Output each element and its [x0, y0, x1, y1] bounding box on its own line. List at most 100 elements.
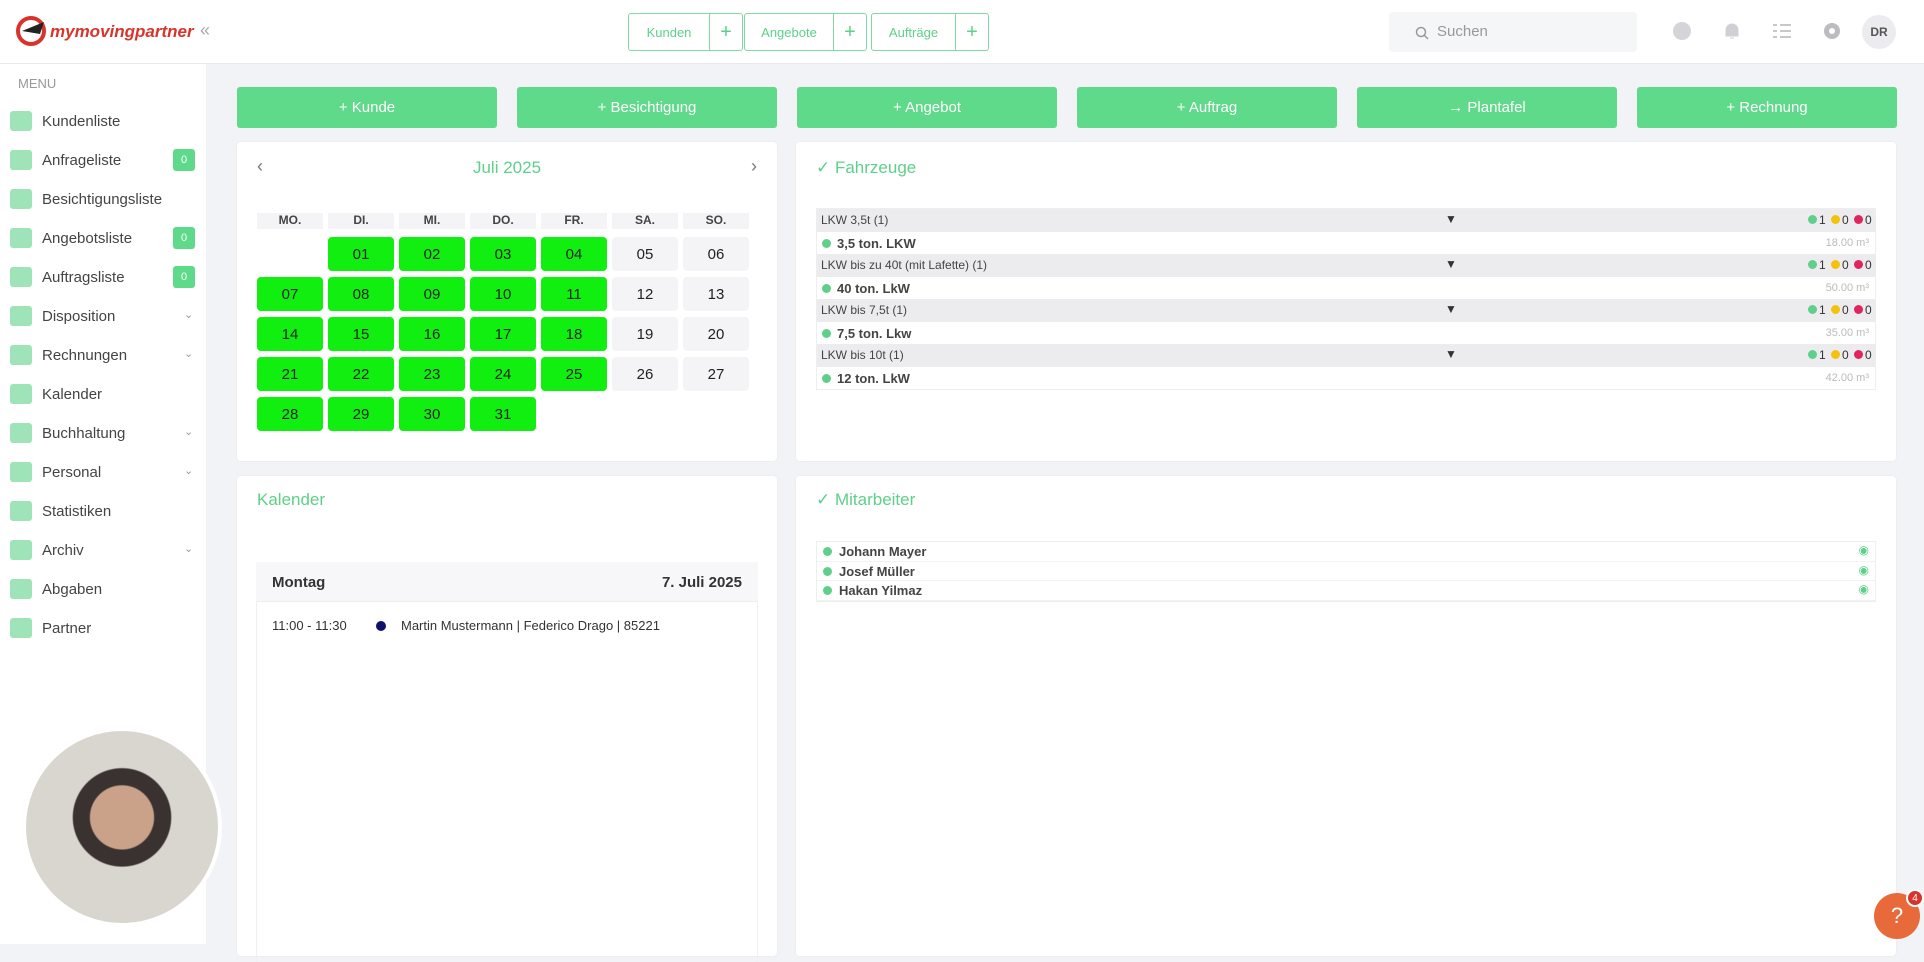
menu-label[interactable]: Statistiken [42, 503, 112, 520]
menu-label[interactable]: Partner [42, 620, 92, 637]
menu-icon [10, 306, 32, 326]
user-avatar[interactable]: DR [1862, 15, 1896, 49]
action-button[interactable]: → Plantafel [1357, 87, 1617, 128]
employee-name[interactable]: Johann Mayer [839, 544, 927, 559]
status-dot [1831, 350, 1840, 359]
calendar-day[interactable]: 29 [328, 397, 394, 431]
status-count: 0 [1865, 258, 1872, 272]
tab-label[interactable]: Angebote [745, 14, 834, 50]
settings-icon[interactable] [1821, 20, 1843, 42]
group-toggle[interactable]: ▼ [1445, 347, 1457, 361]
calendar-day[interactable]: 10 [470, 277, 536, 311]
menu-label[interactable]: Besichtigungsliste [42, 191, 163, 208]
next-month[interactable]: › [751, 156, 757, 176]
calendar-day[interactable]: 06 [683, 237, 749, 271]
calendar-day[interactable]: 30 [399, 397, 465, 431]
menu-icon [10, 384, 32, 404]
calendar-day[interactable]: 01 [328, 237, 394, 271]
calendar-day[interactable]: 24 [470, 357, 536, 391]
menu-label[interactable]: Angebotsliste [42, 230, 133, 247]
calendar-day[interactable]: 17 [470, 317, 536, 351]
menu-label[interactable]: Kundenliste [42, 113, 121, 130]
menu-label[interactable]: Archiv [42, 542, 84, 559]
calendar-day[interactable]: 07 [257, 277, 323, 311]
calendar-day[interactable]: 21 [257, 357, 323, 391]
nav-tab[interactable]: Kunden + [628, 13, 743, 51]
help-button[interactable]: ? 4 [1874, 889, 1924, 939]
calendar-day[interactable]: 20 [683, 317, 749, 351]
employee-name[interactable]: Hakan Yilmaz [839, 583, 923, 598]
menu-label[interactable]: Buchhaltung [42, 425, 126, 442]
calendar-day[interactable]: 25 [541, 357, 607, 391]
action-button[interactable]: + Besichtigung [517, 87, 777, 128]
calendar-day[interactable]: 23 [399, 357, 465, 391]
action-button[interactable]: + Angebot [797, 87, 1057, 128]
calendar-day[interactable]: 12 [612, 277, 678, 311]
group-toggle[interactable]: ▼ [1445, 212, 1457, 226]
calendar-day[interactable]: 09 [399, 277, 465, 311]
view-icon[interactable]: ◉ [1858, 562, 1869, 577]
calendar-day[interactable]: 03 [470, 237, 536, 271]
help-icon[interactable] [1673, 22, 1691, 40]
action-button[interactable]: + Kunde [237, 87, 497, 128]
menu-label[interactable]: Auftragsliste [42, 269, 125, 286]
weekday: MO. [257, 213, 323, 229]
calendar-day[interactable]: 22 [328, 357, 394, 391]
employees-card: ✓ Mitarbeiter Johann Mayer ◉ Josef Müller ◉… [796, 476, 1896, 956]
calendar-day[interactable]: 05 [612, 237, 678, 271]
tab-label[interactable]: Aufträge [872, 14, 956, 50]
employees-table: Johann Mayer ◉ Josef Müller ◉ Hakan Yilmaz ◉ [816, 541, 1876, 602]
calendar-day[interactable]: 14 [257, 317, 323, 351]
nav-tab[interactable]: Angebote + [744, 13, 867, 51]
calendar-day[interactable]: 04 [541, 237, 607, 271]
group-toggle[interactable]: ▼ [1445, 257, 1457, 271]
group-name: LKW bis zu 40t (mit Lafette) (1) [821, 258, 988, 272]
vehicle-group: LKW bis 10t (1) ▼ 1 0 0 [817, 344, 1875, 367]
menu-label[interactable]: Anfrageliste [42, 152, 122, 169]
menu-label[interactable]: Kalender [42, 386, 103, 403]
view-icon[interactable]: ◉ [1858, 582, 1869, 596]
menu-icon [10, 228, 32, 248]
menu-label[interactable]: Disposition [42, 308, 116, 325]
calendar-day[interactable]: 11 [541, 277, 607, 311]
tasks-icon[interactable] [1772, 22, 1792, 40]
employee-name[interactable]: Josef Müller [839, 563, 915, 579]
nav-tab[interactable]: Aufträge + [871, 13, 989, 51]
calendar-day[interactable]: 19 [612, 317, 678, 351]
tab-label[interactable]: Kunden [629, 14, 710, 50]
title-text: Fahrzeuge [834, 158, 917, 177]
header: mymovingpartner « Suchen DR Kunden + Angeb… [0, 0, 1924, 64]
status-dot [1854, 350, 1863, 359]
tab-add[interactable]: + [720, 20, 732, 43]
group-toggle[interactable]: ▼ [1445, 302, 1457, 316]
calendar-day[interactable]: 18 [541, 317, 607, 351]
collapse-button[interactable]: « [200, 20, 211, 40]
calendar-day[interactable]: 31 [470, 397, 536, 431]
calendar-day[interactable]: 08 [328, 277, 394, 311]
tab-add[interactable]: + [844, 20, 856, 43]
status-dot [1831, 215, 1840, 224]
bell-icon[interactable] [1723, 21, 1741, 41]
calendar-day[interactable]: 13 [683, 277, 749, 311]
prev-month[interactable]: ‹ [257, 156, 263, 176]
vehicle-volume: 42.00 m³ [1825, 371, 1869, 384]
menu-label[interactable]: Personal [42, 464, 102, 481]
calendar-day[interactable]: 15 [328, 317, 394, 351]
action-button[interactable]: + Auftrag [1077, 87, 1337, 128]
calendar-day[interactable]: 26 [612, 357, 678, 391]
calendar-day[interactable]: 27 [683, 357, 749, 391]
menu-chevron: ⌄ [184, 465, 194, 477]
menu-label[interactable]: Abgaben [42, 581, 103, 598]
calendar-day[interactable]: 16 [399, 317, 465, 351]
calendar-day[interactable]: 02 [399, 237, 465, 271]
event-text[interactable]: Martin Mustermann | Federico Drago | 852… [401, 618, 660, 633]
menu-label[interactable]: Rechnungen [42, 347, 128, 364]
status-count: 1 [1819, 348, 1826, 362]
search-box[interactable]: Suchen [1389, 12, 1637, 52]
calendar-day[interactable]: 28 [257, 397, 323, 431]
view-icon[interactable]: ◉ [1858, 543, 1869, 557]
menu-icon [10, 345, 32, 365]
tab-add[interactable]: + [966, 20, 978, 43]
vehicle-group: LKW bis 7,5t (1) ▼ 1 0 0 [817, 299, 1875, 322]
action-button[interactable]: + Rechnung [1637, 87, 1897, 128]
